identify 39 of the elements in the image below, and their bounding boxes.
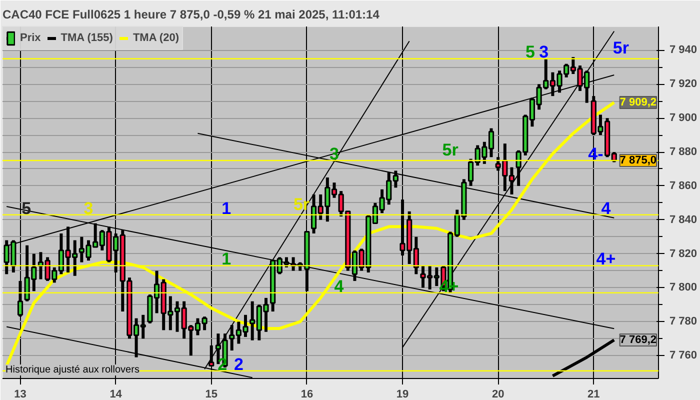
legend-label: Prix: [20, 31, 41, 46]
x-tick-label: 21: [588, 388, 600, 400]
x-tick-label: 20: [492, 388, 504, 400]
y-tick-label: 7 860: [670, 180, 698, 192]
annotation: 2: [218, 354, 228, 374]
legend-label: TMA (20): [132, 31, 179, 46]
annotation: 3: [539, 42, 549, 62]
annotation: 1: [222, 198, 232, 218]
ref-line-label: 7 875,0: [620, 154, 656, 167]
y-tick-label: 7 820: [670, 248, 698, 260]
annotation: 5r: [612, 38, 630, 58]
annotation: 4-: [588, 144, 604, 164]
x-tick-label: 19: [396, 388, 409, 400]
y-tick-label: 7 920: [670, 78, 698, 90]
y-tick-label: 7 900: [670, 112, 698, 124]
annotation: 4+: [596, 250, 616, 269]
legend-label: TMA (155): [60, 31, 113, 46]
annotation: 1: [222, 250, 232, 269]
y-tick-label: 7 780: [670, 316, 698, 328]
y-tick-label: 7 940: [670, 44, 698, 56]
annotation: 5: [525, 42, 535, 62]
annotation: Historique ajusté aux rollovers: [6, 364, 140, 376]
chart-title: CAC40 FCE Full0625 1 heure 7 875,0 -0,59 % 21 mai 2025, 11:01:14: [2, 8, 380, 22]
y-tick-label: 7 880: [670, 146, 698, 158]
annotation: 4+: [439, 276, 459, 296]
annotation: 4: [601, 198, 612, 218]
x-tick-label: 13: [14, 388, 26, 400]
data-label: 7 909,2: [620, 96, 656, 108]
y-tick-label: 7 840: [670, 214, 698, 226]
y-tick-label: 7 760: [670, 350, 698, 362]
annotation: 2: [234, 354, 244, 374]
y-tick-label: 7 800: [670, 282, 698, 294]
annotation: 5r: [442, 140, 459, 160]
data-label: 7 769,2: [620, 334, 656, 346]
annotation: 4: [334, 276, 344, 296]
x-tick-label: 16: [300, 388, 314, 400]
x-tick-label: 14: [110, 388, 123, 400]
x-tick-label: 15: [205, 388, 218, 400]
annotation: 3: [84, 198, 94, 218]
